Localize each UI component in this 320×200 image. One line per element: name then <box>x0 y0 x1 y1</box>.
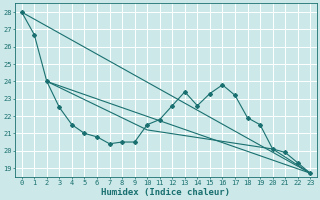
X-axis label: Humidex (Indice chaleur): Humidex (Indice chaleur) <box>101 188 230 197</box>
